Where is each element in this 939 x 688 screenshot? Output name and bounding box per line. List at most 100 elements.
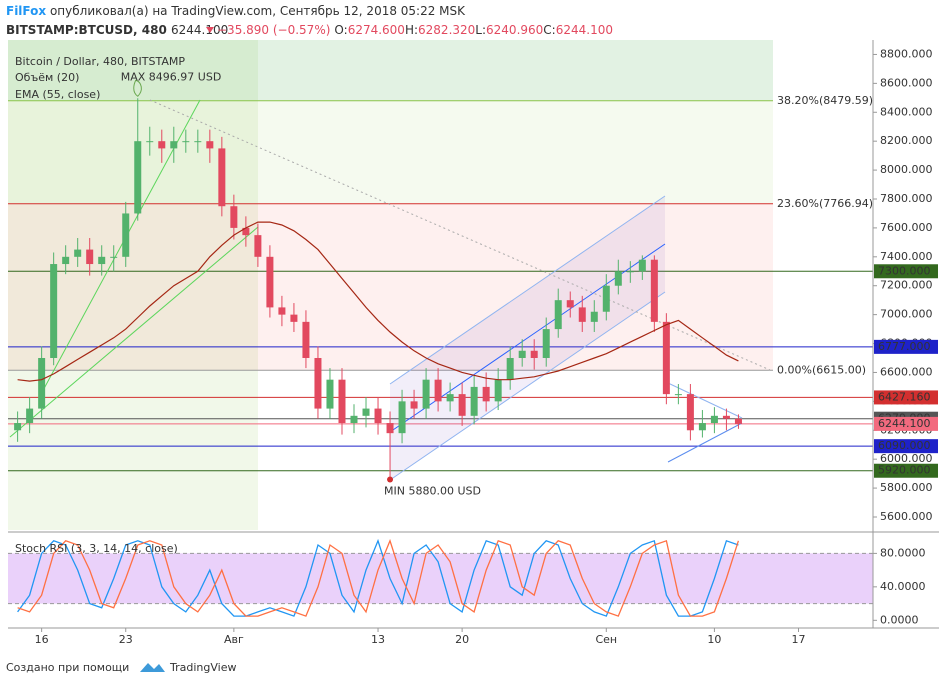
candle-body [122, 213, 130, 257]
candle-body [230, 206, 238, 228]
series-line [17, 221, 739, 382]
ohlc-value: 6282.320 [418, 23, 475, 37]
candle-body [470, 386, 478, 416]
price-box-label: 7300.000 [878, 264, 931, 277]
symbol: BITSTAMP:BTCUSD, 480 [6, 23, 167, 37]
change: −35.890 (−0.57%) [217, 23, 330, 37]
max-label: MAX 8496.97 USD [121, 70, 222, 83]
candle-body [242, 227, 250, 236]
candle-body [158, 141, 166, 149]
published: опубликовал(а) на TradingView.com, Сентя… [50, 4, 466, 18]
y-tick-label: 0.0000 [880, 613, 919, 626]
y-tick-label: 8000.000 [880, 163, 933, 176]
y-tick-label: 6600.000 [880, 365, 933, 378]
x-tick-label: 20 [455, 633, 469, 646]
candle-body [350, 415, 358, 424]
candle-body [302, 321, 310, 358]
ema-label: EMA (55, close) [15, 88, 100, 101]
footer-brand[interactable]: TradingView [169, 661, 236, 674]
candle-body [86, 249, 94, 265]
trend-lower [9, 226, 259, 438]
candle-body [362, 408, 370, 416]
candle-body [458, 394, 466, 416]
y-tick-label: 5800.000 [880, 481, 933, 494]
ohlc-value: 6274.600 [348, 23, 405, 37]
tv-logo [140, 663, 165, 672]
price-box-label: 6777.000 [878, 340, 931, 353]
y-tick-label: 8200.000 [880, 134, 933, 147]
candle-body [482, 386, 490, 402]
candle-body [530, 350, 538, 358]
candle-body [722, 415, 730, 419]
y-tick-label: 7600.000 [880, 221, 933, 234]
y-tick-label: 5600.000 [880, 510, 933, 523]
price-box [874, 390, 938, 405]
price-box [874, 264, 938, 279]
ohlc-value: 6240.960 [486, 23, 543, 37]
pane-title: Bitcoin / Dollar, 480, BITSTAMP [15, 55, 185, 68]
x-tick-label: 10 [707, 633, 721, 646]
x-tick-label: 13 [371, 633, 385, 646]
candle-body [410, 401, 418, 409]
author[interactable]: FilFox [6, 4, 46, 18]
background-layer: 38.20%(8479.59) 23.60%(7766.94) 0.00%(6615… [8, 40, 873, 605]
candle-body [590, 311, 598, 322]
y-tick-label: 7400.000 [880, 250, 933, 263]
min-marker [387, 476, 394, 483]
candle-body [206, 141, 214, 149]
candle-body [734, 418, 742, 424]
candle-body [578, 307, 586, 322]
candle-body [194, 141, 202, 143]
fib-label: 38.20%(8479.59) [777, 94, 873, 107]
fib-band [8, 40, 773, 101]
channel-bottom [389, 291, 666, 481]
fib-label: 23.60%(7766.94) [777, 197, 873, 210]
candle-body [254, 235, 262, 257]
candle-body [338, 379, 346, 424]
candle-body [506, 357, 514, 380]
axes-layer: 5600.0005800.0006000.0006200.0006400.000… [8, 40, 939, 646]
candle-body [38, 357, 46, 409]
candle-body [170, 141, 178, 149]
volume-label: Объём (20) [15, 71, 79, 84]
price-box [874, 439, 938, 454]
price-box-label: 5920.000 [878, 464, 931, 477]
candle-body [74, 249, 82, 257]
candle-body [266, 256, 274, 308]
candle-body [662, 321, 670, 395]
candle-body [98, 256, 106, 265]
candle-body [542, 329, 550, 358]
marks-layer [14, 79, 742, 617]
change-line: −35.890 (−0.57%) O:6274.600H:6282.320L:62… [217, 23, 613, 37]
ohlc-key: H: [405, 23, 418, 37]
y-tick-label: 7000.000 [880, 308, 933, 321]
price-box-label: 6427.160 [878, 390, 931, 403]
candle-body [626, 271, 634, 273]
y-tick-label: 8400.000 [880, 105, 933, 118]
candle-body [50, 264, 58, 358]
x-tick-label: 23 [119, 633, 133, 646]
candle-body [110, 256, 118, 258]
candle-body [554, 300, 562, 330]
fib-band [8, 100, 773, 204]
price-box-label: 6244.100 [878, 417, 931, 430]
series-line [17, 538, 739, 617]
fib-band [8, 203, 773, 371]
candle-body [14, 423, 22, 431]
header-line: FilFox опубликовал(а) на TradingView.com… [6, 4, 466, 18]
y-tick-label: 80.0000 [880, 546, 926, 559]
series-line [17, 538, 740, 617]
candle-body [398, 401, 406, 434]
x-tick-label: Авг [224, 633, 244, 646]
x-tick-label: 16 [35, 633, 49, 646]
triangle-top [667, 382, 743, 419]
candle-body [422, 379, 430, 409]
channel-top [389, 195, 666, 385]
price-box [874, 339, 938, 354]
candle-body [182, 141, 190, 143]
candle-body [710, 415, 718, 424]
x-tick-label: Сен [595, 633, 617, 646]
candle-body [650, 259, 658, 322]
price-box-label: 6090.000 [878, 439, 931, 452]
candle-body [566, 300, 574, 308]
